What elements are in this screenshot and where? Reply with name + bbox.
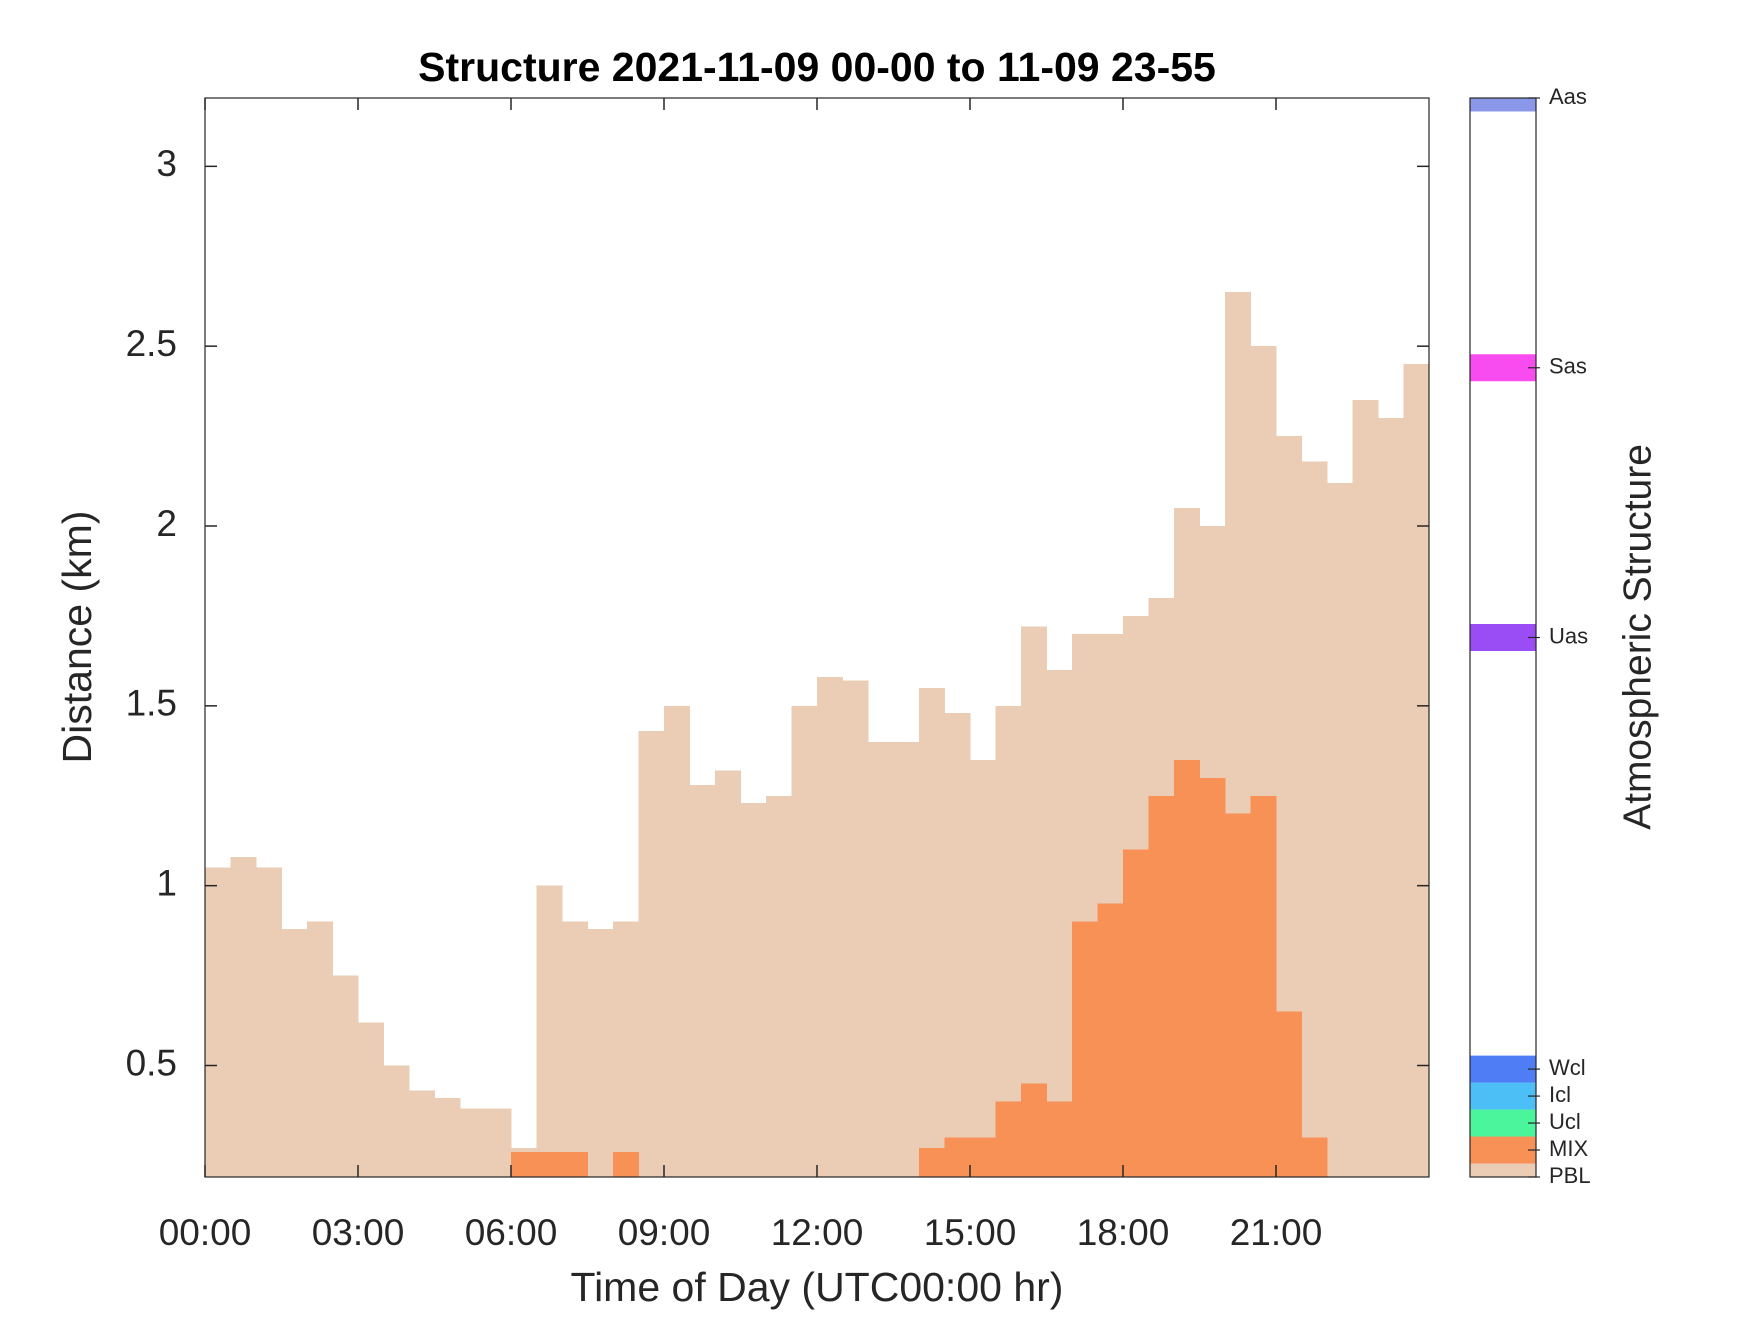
bar: [791, 705, 818, 1177]
bar: [307, 921, 334, 1177]
y-tick-label: 1.5: [126, 683, 177, 724]
bar: [562, 921, 589, 1177]
bar: [1301, 1137, 1328, 1177]
bar: [919, 1148, 946, 1177]
x-tick-label: 06:00: [465, 1212, 558, 1253]
bar: [970, 1137, 997, 1177]
bar: [1250, 795, 1277, 1177]
bar: [1046, 1101, 1073, 1177]
y-tick-label: 2.5: [126, 323, 177, 364]
bar: [230, 856, 257, 1177]
x-axis-label: Time of Day (UTC00:00 hr): [571, 1264, 1064, 1310]
x-tick-label: 15:00: [924, 1212, 1017, 1253]
bar: [995, 705, 1022, 1177]
bar: [358, 1022, 385, 1177]
chart-title: Structure 2021-11-09 00-00 to 11-09 23-5…: [418, 44, 1216, 90]
colorbar-swatch: [1470, 1055, 1536, 1083]
colorbar-swatch: [1470, 1082, 1536, 1110]
bar: [638, 731, 665, 1177]
bar: [1123, 849, 1150, 1177]
colorbar-label: Aas: [1549, 84, 1587, 109]
bar: [944, 1137, 971, 1177]
bar: [944, 713, 971, 1177]
bar: [1403, 364, 1430, 1177]
colorbar-swatch: [1470, 624, 1536, 651]
colorbar-swatch: [1470, 98, 1536, 112]
bar: [1097, 903, 1124, 1177]
y-tick-label: 0.5: [126, 1042, 177, 1083]
colorbar-swatch: [1470, 1163, 1536, 1177]
bar: [383, 1065, 410, 1177]
bar: [613, 1151, 640, 1177]
colorbar-label: Sas: [1549, 354, 1587, 379]
bar: [868, 741, 895, 1177]
y-tick-label: 3: [156, 143, 177, 184]
colorbar-box: [1469, 97, 1537, 1178]
bar: [1225, 813, 1252, 1177]
x-tick-label: 21:00: [1230, 1212, 1323, 1253]
bar: [460, 1108, 487, 1177]
colorbar-label: Ucl: [1549, 1109, 1581, 1134]
y-tick-label: 1: [156, 862, 177, 903]
colorbar-swatch: [1470, 1136, 1536, 1164]
colorbar-label: Icl: [1549, 1082, 1571, 1107]
colorbar-swatch: [1470, 1109, 1536, 1137]
bar: [1148, 795, 1175, 1177]
x-tick-label: 09:00: [618, 1212, 711, 1253]
bar: [689, 784, 716, 1177]
bar: [511, 1151, 538, 1177]
x-tick-label: 18:00: [1077, 1212, 1170, 1253]
colorbar-label: Uas: [1549, 623, 1588, 648]
colorbar-swatch: [1470, 354, 1536, 382]
bar: [1199, 777, 1226, 1177]
bar: [536, 885, 563, 1177]
bar: [1301, 461, 1328, 1178]
bar: [1046, 669, 1073, 1177]
bar: [740, 802, 767, 1177]
bar: [562, 1151, 589, 1177]
bar: [1352, 400, 1379, 1177]
x-tick-label: 00:00: [159, 1212, 252, 1253]
bar: [281, 928, 308, 1177]
bar: [332, 975, 359, 1177]
bar: [409, 1090, 436, 1177]
bar: [485, 1108, 512, 1177]
bar: [1174, 759, 1201, 1177]
bar: [919, 687, 946, 1177]
x-tick-label: 03:00: [312, 1212, 405, 1253]
bar: [1072, 921, 1099, 1177]
bar: [970, 759, 997, 1177]
bar: [1378, 418, 1405, 1177]
bar: [587, 928, 614, 1177]
bar: [1276, 1011, 1303, 1177]
bar: [817, 677, 844, 1177]
bar: [893, 741, 920, 1177]
bar: [1327, 482, 1354, 1177]
bar: [434, 1097, 461, 1177]
colorbar-label: MIX: [1549, 1136, 1588, 1161]
bar: [664, 705, 691, 1177]
colorbar-label: Atmospheric Structure: [1616, 444, 1659, 830]
colorbar-label: Wcl: [1549, 1055, 1586, 1080]
bar: [995, 1101, 1022, 1177]
bar: [715, 770, 742, 1177]
bar: [205, 867, 232, 1177]
bar: [613, 921, 640, 1177]
colorbar-label: PBL: [1549, 1163, 1591, 1188]
bar: [256, 867, 283, 1177]
y-axis-label: Distance (km): [54, 511, 100, 764]
bar: [1021, 1083, 1048, 1177]
x-tick-label: 12:00: [771, 1212, 864, 1253]
bar: [842, 680, 869, 1177]
bar: [536, 1151, 563, 1177]
y-tick-label: 2: [156, 503, 177, 544]
bar: [766, 795, 793, 1177]
